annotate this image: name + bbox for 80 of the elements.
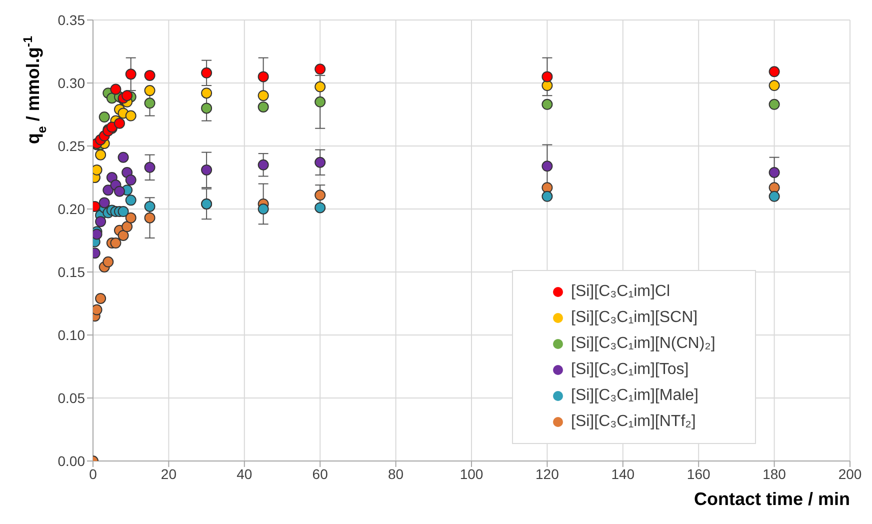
y-tick-label: 0.35 (58, 12, 86, 28)
point (201, 102, 212, 114)
point (114, 186, 125, 197)
point (542, 71, 553, 82)
point (144, 98, 156, 109)
x-tick-label: 160 (686, 466, 710, 482)
point (95, 216, 106, 228)
point (144, 85, 156, 96)
x-tick-label: 80 (388, 466, 404, 482)
point (314, 156, 326, 168)
point (768, 182, 780, 194)
point (768, 166, 780, 178)
point (125, 194, 136, 206)
point (201, 88, 212, 99)
point (98, 197, 110, 208)
point (125, 174, 136, 186)
point (542, 98, 553, 110)
legend-label: [Si][C₃C₁im][N(CN)₂] (571, 335, 716, 353)
point (110, 238, 122, 249)
point (144, 200, 156, 212)
point (125, 110, 136, 122)
point (125, 212, 136, 224)
point (768, 98, 780, 110)
point (768, 190, 780, 202)
point (98, 112, 110, 123)
point (95, 149, 106, 160)
point (144, 212, 156, 224)
y-tick-label: 0.25 (58, 138, 86, 154)
point (314, 96, 326, 108)
point (118, 230, 129, 241)
y-tick-label: 0.00 (58, 452, 86, 469)
point (258, 101, 269, 112)
point (102, 184, 114, 196)
point (125, 68, 136, 80)
x-tick-label: 60 (312, 466, 328, 482)
legend-label: [Si][C₃C₁im][NTf₂] (571, 413, 696, 431)
y-tick-label: 0.05 (58, 390, 86, 406)
x-tick-label: 140 (611, 466, 635, 482)
point (314, 190, 326, 201)
point (542, 190, 553, 202)
y-tick-label: 0.20 (58, 200, 86, 217)
point (258, 159, 269, 170)
point (768, 66, 780, 78)
point (118, 152, 129, 163)
x-tick-label: 40 (236, 466, 252, 482)
point (114, 118, 125, 129)
point (118, 206, 129, 218)
x-tick-label: 100 (460, 466, 484, 482)
x-tick-label: 200 (838, 466, 862, 482)
legend-label: [Si][C₃C₁im][Male] (571, 387, 698, 405)
point (768, 80, 780, 92)
point (258, 90, 269, 102)
y-tick-label: 0.30 (58, 74, 86, 91)
point (102, 256, 114, 268)
legend-label: [Si][C₃C₁im][Tos] (571, 361, 689, 379)
point (122, 90, 133, 102)
point (95, 292, 106, 304)
x-tick-label: 120 (536, 466, 560, 482)
point (314, 64, 326, 75)
point (542, 182, 553, 194)
x-axis-title: Contact time / min (694, 489, 850, 509)
point (542, 80, 553, 92)
point (122, 221, 133, 232)
point (258, 71, 269, 82)
point (144, 162, 156, 173)
point (314, 202, 326, 214)
y-tick-label: 0.10 (58, 326, 86, 343)
y-tick-label: 0.15 (58, 264, 86, 280)
point (542, 160, 553, 172)
point (144, 70, 156, 81)
x-tick-label: 0 (89, 466, 98, 482)
point (201, 67, 212, 78)
x-tick-label: 180 (762, 466, 786, 482)
point (201, 164, 212, 176)
point (258, 204, 269, 214)
x-tick-label: 20 (160, 466, 177, 482)
legend-label: [Si][C₃C₁im][SCN] (571, 309, 698, 327)
legend-label: [Si][C₃C₁im]Cl (571, 283, 670, 301)
point (314, 81, 326, 92)
point (110, 84, 122, 95)
